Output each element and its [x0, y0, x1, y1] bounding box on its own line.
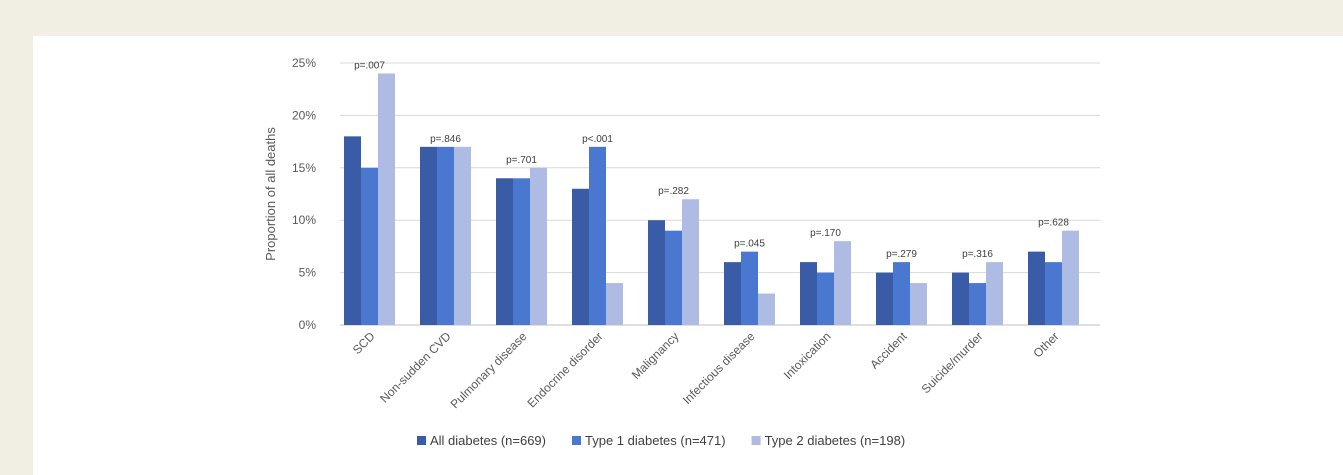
category-label: Suicide/murder — [919, 329, 986, 396]
p-value-label: p=.316 — [962, 249, 993, 260]
p-value-label: p=.170 — [810, 228, 841, 239]
p-value-label: p=.279 — [886, 249, 917, 260]
bar-type2 — [530, 167, 547, 325]
bar-all — [496, 178, 513, 325]
bar-type2 — [454, 146, 471, 325]
p-value-label: p=.701 — [506, 155, 537, 166]
y-axis-title: Proportion of all deaths — [263, 127, 278, 261]
category-label: Endocrine disorder — [524, 329, 605, 410]
bar-all — [420, 146, 437, 325]
y-tick-label: 0% — [299, 318, 317, 332]
y-tick-label: 10% — [292, 213, 316, 227]
p-value-label: p<.001 — [582, 134, 613, 145]
bar-type2 — [758, 293, 775, 325]
p-value-label: p=.846 — [430, 134, 461, 145]
p-value-label: p=.007 — [354, 60, 385, 71]
category-label: Malignancy — [629, 329, 682, 382]
y-tick-label: 20% — [292, 108, 316, 122]
bar-type2 — [682, 199, 699, 325]
bar-type1 — [741, 251, 758, 325]
bar-type2 — [986, 262, 1003, 325]
y-tick-label: 25% — [292, 56, 316, 70]
bar-type2 — [606, 283, 623, 325]
bar-type1 — [437, 146, 454, 325]
legend-swatch — [751, 436, 761, 445]
p-value-label: p=.282 — [658, 186, 689, 197]
bar-all — [648, 220, 665, 325]
category-label: Non-sudden CVD — [377, 329, 454, 406]
legend-swatch — [572, 436, 581, 445]
category-label: Intoxication — [781, 329, 834, 382]
category-label: Other — [1030, 329, 1061, 360]
bar-all — [724, 262, 741, 325]
p-value-label: p=.045 — [734, 239, 765, 250]
bar-all — [572, 188, 589, 325]
bar-type1 — [1045, 262, 1062, 325]
legend-label: All diabetes (n=669) — [430, 433, 546, 448]
category-label: SCD — [350, 329, 378, 357]
bar-type2 — [378, 73, 395, 325]
bar-type1 — [893, 262, 910, 325]
y-tick-label: 15% — [292, 161, 316, 175]
p-value-label: p=.628 — [1038, 218, 1069, 229]
bar-chart: 0% 5% 10% 15% 20% 25% Proportion of all deaths… — [263, 56, 1100, 448]
bar-type1 — [513, 178, 530, 325]
bar-type1 — [589, 146, 606, 325]
legend-label: Type 2 diabetes (n=198) — [765, 433, 906, 448]
bar-type1 — [665, 230, 682, 325]
legend-label: Type 1 diabetes (n=471) — [585, 433, 726, 448]
chart-panel: 0% 5% 10% 15% 20% 25% Proportion of all deaths… — [33, 36, 1343, 475]
category-label: Pulmonary disease — [448, 329, 530, 411]
legend-swatch — [417, 436, 426, 445]
y-tick-label: 5% — [299, 266, 317, 280]
bar-type1 — [969, 283, 986, 325]
bar-all — [952, 272, 969, 325]
bar-all — [800, 262, 817, 325]
bar-type2 — [834, 241, 851, 325]
bar-all — [876, 272, 893, 325]
bar-type2 — [1062, 230, 1079, 325]
bar-all — [344, 136, 361, 325]
bar-type1 — [361, 167, 378, 325]
category-label: Accident — [867, 329, 910, 372]
category-label: Infectious disease — [680, 329, 758, 407]
bar-all — [1028, 251, 1045, 325]
bar-type2 — [910, 283, 927, 325]
bar-type1 — [817, 272, 834, 325]
